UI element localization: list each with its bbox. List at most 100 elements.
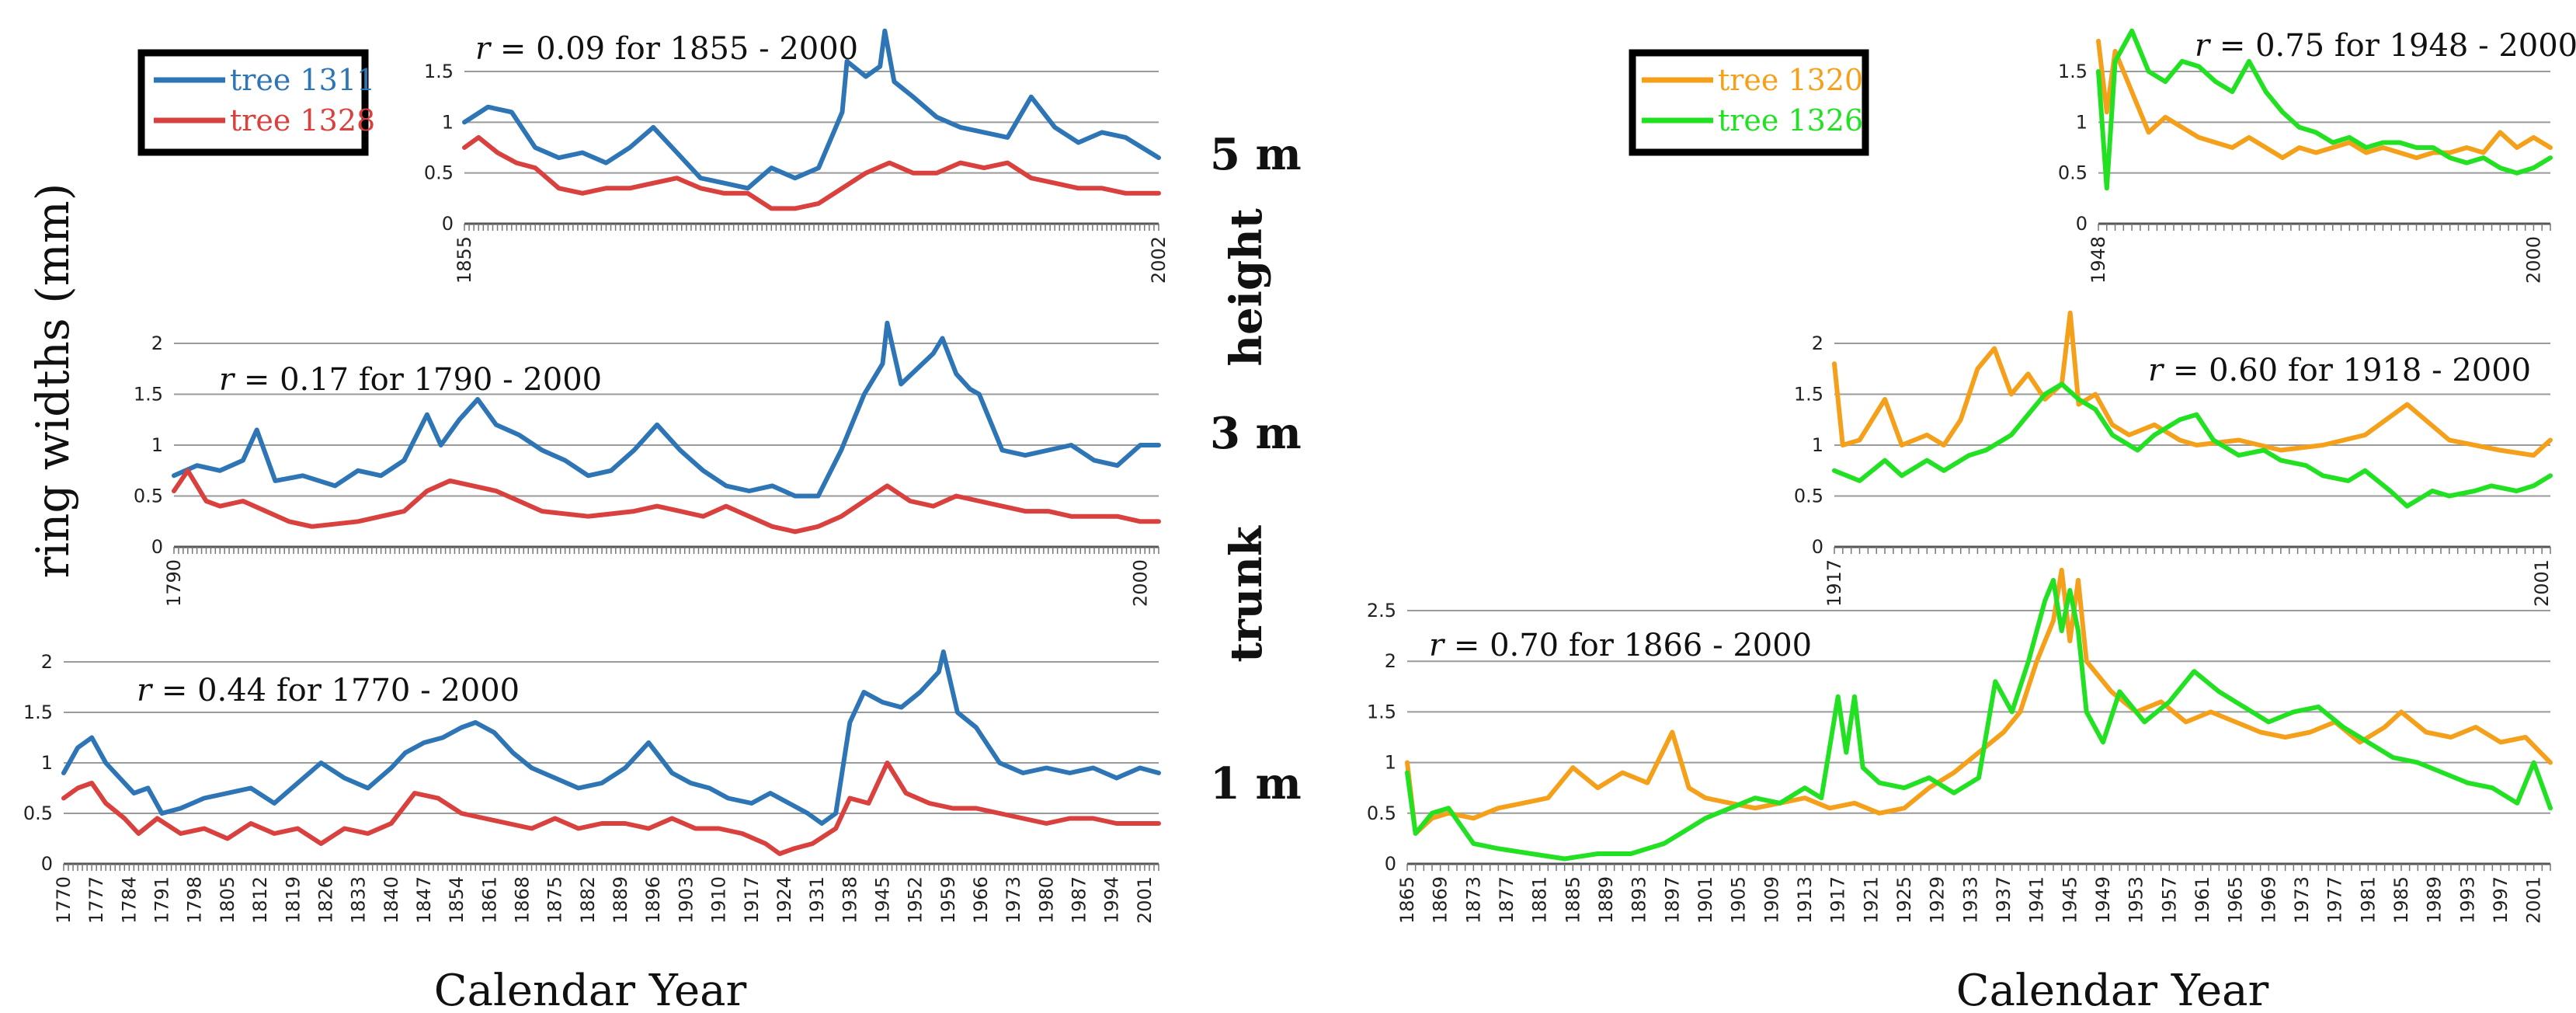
y-tick-label: 1.5 — [23, 701, 53, 723]
y-tick-label: 1 — [151, 434, 163, 456]
x-tick-label: 1957 — [2158, 876, 2180, 924]
x-tick-label: 1865 — [1396, 876, 1418, 924]
x-tick-label: 1997 — [2490, 876, 2512, 924]
series-line-tree-1320 — [1405, 567, 2553, 836]
x-tick-label: 1784 — [118, 876, 140, 924]
correlation-text: = 0.09 for 1855 - 2000 — [490, 31, 858, 67]
x-tick-label: 1921 — [1860, 876, 1882, 924]
y-tick-label: 2.5 — [1367, 600, 1396, 621]
y-tick-label: 0.5 — [134, 486, 163, 507]
x-tick-label: 1913 — [1794, 876, 1816, 924]
x-tick-label: 1847 — [413, 876, 435, 924]
series-line-tree-1328 — [172, 468, 1161, 534]
y-tick-label: 0 — [151, 536, 163, 558]
correlation-annotation: r = 0.17 for 1790 - 2000 — [219, 362, 602, 398]
series-line-tree-1311 — [172, 320, 1161, 499]
correlation-symbol: r — [475, 31, 492, 67]
x-tick-label: 1854 — [446, 876, 468, 924]
x-tick-label: 1770 — [53, 876, 75, 924]
x-tick-label: 1868 — [512, 876, 534, 924]
y-tick-label: 1 — [41, 752, 53, 774]
legend-label-tree-1311: tree 1311 — [230, 63, 375, 97]
height-vertical-label: height — [1221, 208, 1272, 366]
x-tick-label: 1989 — [2424, 876, 2446, 924]
x-tick-label: 2000 — [2522, 236, 2544, 284]
x-tick-label: 2001 — [2523, 876, 2545, 924]
chart-left-5m: 0 0.5 1 1.5 1855 2002 r = 0.09 for 1855 - 2000 — [424, 28, 1170, 284]
y-tick-label: 0 — [2076, 213, 2088, 235]
x-tick-label: 1917 — [1823, 559, 1845, 607]
correlation-annotation: r = 0.60 for 1918 - 2000 — [2148, 353, 2531, 388]
x-tick-label: 1973 — [2291, 876, 2313, 924]
correlation-symbol: r — [2148, 353, 2165, 388]
x-tick-label: 1909 — [1761, 876, 1782, 924]
height-label-5m: 5 m — [1210, 129, 1302, 180]
x-tick-label: 1791 — [151, 876, 173, 924]
chart-right-1m: 0 0.5 1 1.5 2 2.5 1865 1869 1873 1877 1881 1885 1889… — [1367, 567, 2553, 924]
x-axis-label-left: Calendar Year — [434, 966, 747, 1013]
correlation-symbol: r — [2195, 28, 2212, 64]
x-tick-label: 1961 — [2192, 876, 2213, 924]
x-tick-label: 1826 — [315, 876, 336, 924]
x-tick-label: 2001 — [1134, 876, 1156, 924]
y-tick-label: 0.5 — [23, 802, 53, 824]
x-tick-label: 1840 — [381, 876, 402, 924]
x-tick-label: 1952 — [905, 876, 926, 924]
correlation-text: = 0.60 for 1918 - 2000 — [2163, 353, 2531, 388]
x-tick-label: 1917 — [741, 876, 763, 924]
correlation-text: = 0.44 for 1770 - 2000 — [151, 673, 520, 708]
legend-left: tree 1311 tree 1328 — [137, 49, 375, 156]
y-tick-label: 0.5 — [1367, 802, 1396, 824]
x-tick-label: 1833 — [348, 876, 370, 924]
x-tick-label: 1897 — [1661, 876, 1683, 924]
x-axis-ticks — [464, 224, 1159, 231]
correlation-text: = 0.75 for 1948 - 2000 — [2209, 28, 2576, 64]
legend-label-tree-1320: tree 1320 — [1718, 63, 1863, 97]
x-tick-label: 1985 — [2390, 876, 2412, 924]
x-tick-label: 1959 — [937, 876, 959, 924]
x-tick-label: 1973 — [1003, 876, 1024, 924]
x-tick-label: 1945 — [2059, 876, 2081, 924]
series-line-tree-1320 — [1832, 310, 2553, 458]
chart-right-5m: 0 0.5 1 1.5 1948 2000 r = 0.75 for 1948 - 2000 — [2058, 28, 2576, 284]
y-tick-label: 1.5 — [424, 61, 454, 82]
correlation-symbol: r — [1429, 628, 1446, 663]
series-line-tree-1326 — [1832, 381, 2553, 509]
x-tick-label: 1965 — [2225, 876, 2247, 924]
y-tick-label: 1 — [1812, 434, 1823, 456]
series-line-tree-1328 — [61, 761, 1161, 856]
x-tick-label: 1819 — [282, 876, 304, 924]
x-tick-label: 2002 — [1148, 236, 1170, 284]
chart-right-3m: 0 0.5 1 1.5 2 1917 2001 r = 0.60 for 1918 - 200… — [1794, 310, 2553, 607]
y-tick-label: 2 — [1385, 650, 1396, 672]
y-axis-label: ring widths (mm) — [26, 183, 79, 579]
y-tick-label: 2 — [41, 651, 53, 673]
series-line-tree-1326 — [2096, 28, 2553, 191]
x-tick-label: 2000 — [1129, 559, 1151, 607]
y-tick-label: 0.5 — [1794, 486, 1823, 507]
x-tick-label: 1938 — [839, 876, 860, 924]
x-axis-ticks — [1834, 547, 2551, 554]
chart-left-1m: 0 0.5 1 1.5 2 1770 1777 1784 1791 1798 1805 1812 181… — [23, 649, 1161, 924]
legend-label-tree-1328: tree 1328 — [230, 103, 375, 138]
x-tick-label: 1981 — [2357, 876, 2379, 924]
x-tick-label: 1980 — [1035, 876, 1057, 924]
height-label-3m: 3 m — [1210, 408, 1302, 459]
x-tick-label: 1812 — [249, 876, 271, 924]
x-tick-label: 1949 — [2092, 876, 2114, 924]
x-tick-label: 1977 — [2324, 876, 2346, 924]
x-tick-label: 1925 — [1893, 876, 1915, 924]
x-tick-label: 1910 — [708, 876, 730, 924]
x-tick-label: 1901 — [1695, 876, 1716, 924]
y-tick-label: 1 — [1385, 752, 1396, 774]
y-tick-label: 0 — [41, 853, 53, 875]
series-line-tree-1326 — [1405, 577, 2553, 862]
x-tick-label: 2001 — [2531, 559, 2553, 607]
y-tick-label: 0 — [1385, 853, 1396, 875]
x-tick-label: 1877 — [1496, 876, 1517, 924]
y-tick-label: 1.5 — [1794, 384, 1823, 406]
y-tick-label: 0.5 — [424, 162, 454, 184]
chart-left-3m: 0 0.5 1 1.5 2 1790 2000 r = 0.17 for 1790 - 200… — [134, 320, 1161, 607]
correlation-annotation: r = 0.09 for 1855 - 2000 — [475, 31, 858, 67]
x-tick-label: 1885 — [1562, 876, 1583, 924]
